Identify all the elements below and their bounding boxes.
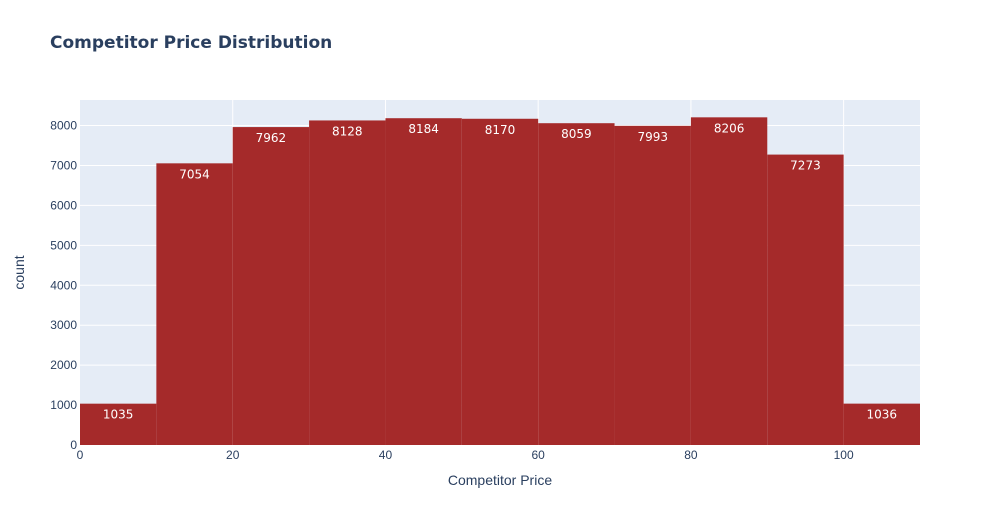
x-tick-label: 40 [379, 448, 393, 462]
y-tick-label: 5000 [50, 238, 77, 252]
histogram-bar [461, 118, 539, 445]
y-tick-label: 0 [70, 438, 77, 452]
y-axis-title: count [11, 255, 27, 289]
x-tick-label: 100 [834, 448, 854, 462]
bars [80, 117, 920, 446]
bar-value-label: 8128 [332, 124, 363, 138]
bar-value-label: 8170 [485, 123, 516, 137]
bar-value-label: 7962 [256, 131, 287, 145]
x-tick-label: 0 [77, 448, 84, 462]
y-tick-label: 1000 [50, 398, 77, 412]
y-tick-label: 2000 [50, 358, 77, 372]
histogram-bar [385, 118, 462, 445]
bar-value-label: 8206 [714, 121, 745, 135]
y-tick-label: 7000 [50, 158, 77, 172]
histogram-bar [690, 117, 768, 445]
y-tick-label: 6000 [50, 198, 77, 212]
bar-value-label: 7054 [179, 167, 210, 181]
bar-value-label: 1035 [103, 408, 134, 422]
y-tick-label: 8000 [50, 119, 77, 133]
histogram-bar [614, 125, 691, 445]
histogram-bar [80, 403, 157, 445]
histogram-bar [232, 127, 310, 446]
histogram-bar [309, 120, 386, 445]
bar-value-label: 1036 [867, 408, 898, 422]
bar-value-label: 7993 [637, 130, 668, 144]
x-axis-title: Competitor Price [448, 472, 552, 488]
chart-title: Competitor Price Distribution [50, 33, 333, 53]
histogram-bar [843, 403, 920, 445]
bar-labels: 1035 7054 7962 8128 8184 8170 8059 7993 8206 7273… [103, 121, 897, 421]
x-tick-label: 20 [226, 448, 240, 462]
bar-value-label: 8184 [408, 122, 439, 136]
histogram-bar [767, 154, 844, 445]
y-tick-label: 4000 [50, 278, 77, 292]
x-axis-ticks: 0 20 40 60 80 100 [77, 448, 854, 462]
y-tick-label: 3000 [50, 318, 77, 332]
x-tick-label: 80 [684, 448, 698, 462]
histogram-bar [156, 163, 233, 445]
bar-value-label: 7273 [790, 159, 821, 173]
x-tick-label: 60 [532, 448, 546, 462]
y-axis-ticks: 0 1000 2000 3000 4000 5000 6000 7000 8000 [50, 119, 77, 452]
histogram-bar [538, 123, 615, 446]
bar-value-label: 8059 [561, 127, 592, 141]
